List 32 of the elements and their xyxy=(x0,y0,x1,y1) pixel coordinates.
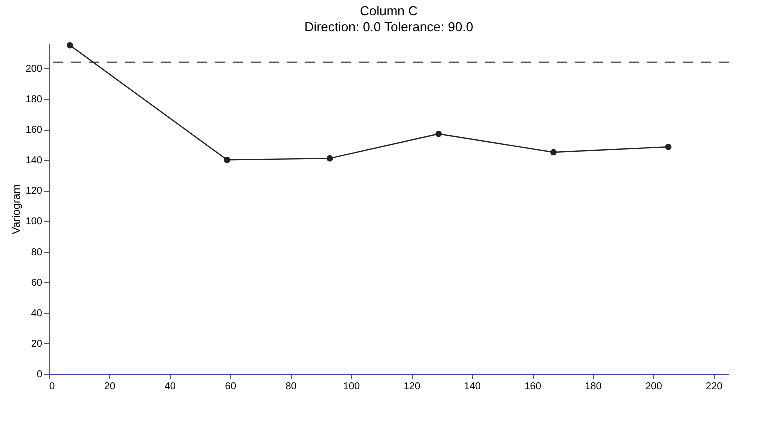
y-tick-label: 200 xyxy=(26,64,43,75)
x-tick-label: 160 xyxy=(524,382,542,392)
y-tick-label: 160 xyxy=(26,125,43,136)
point xyxy=(224,156,230,164)
point xyxy=(326,155,334,162)
x-tick-label: 120 xyxy=(404,382,421,392)
x-tick-label: 40 xyxy=(164,382,176,392)
x-tick-label: 0 xyxy=(50,382,56,392)
x-tick-label: 220 xyxy=(706,382,724,392)
x-tick-label: 100 xyxy=(343,382,360,392)
y-axis-title: Variogram xyxy=(10,184,23,234)
y-tick-label: 180 xyxy=(26,94,43,106)
chart-title: Column C xyxy=(360,3,418,18)
y-tick-label: 80 xyxy=(31,247,43,258)
x-tick-label: 180 xyxy=(585,382,602,392)
point xyxy=(436,130,442,138)
y-tick-label: 0 xyxy=(36,370,43,380)
point xyxy=(66,42,74,49)
y-tick-label: 140 xyxy=(26,156,43,167)
y-tick-label: 100 xyxy=(26,216,43,228)
point xyxy=(665,144,672,150)
y-tick-label: 120 xyxy=(26,186,43,198)
x-tick-label: 200 xyxy=(646,382,663,392)
x-tick-label: 80 xyxy=(286,382,298,392)
chart-subtitle: Direction: 0.0 Tolerance: 90.0 xyxy=(304,19,474,34)
y-tick-label: 60 xyxy=(31,278,43,289)
x-tick-label: 60 xyxy=(225,382,237,392)
point xyxy=(550,149,557,156)
y-tick-label: 20 xyxy=(31,338,43,350)
x-tick-label: 20 xyxy=(104,382,116,392)
x-tick-label: 140 xyxy=(464,382,482,392)
y-tick-label: 40 xyxy=(31,308,43,320)
